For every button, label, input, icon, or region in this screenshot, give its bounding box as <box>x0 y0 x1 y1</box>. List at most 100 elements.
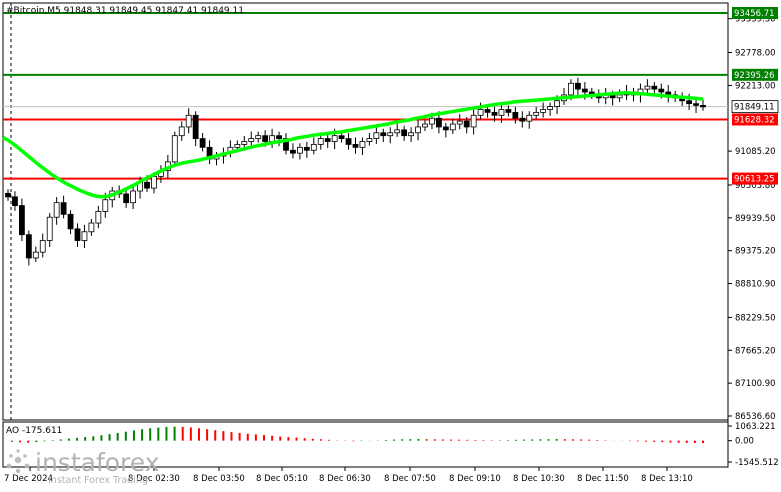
candle-body <box>345 138 352 145</box>
candle-body <box>303 146 310 151</box>
level-label-box <box>732 68 778 81</box>
candle-body <box>324 138 331 142</box>
candle-body <box>338 135 345 139</box>
time-tick-label: 8 Dec 02:30 <box>128 474 180 484</box>
candle-body <box>67 213 74 230</box>
candle-body <box>435 117 442 128</box>
indicator-tick-label: -1545.512 <box>735 458 779 468</box>
candle-body <box>422 123 428 128</box>
candle-body <box>484 109 491 113</box>
candle-body <box>547 106 553 110</box>
indicator-label: AO -175.611 <box>6 426 62 436</box>
instaforex-logo: instaforex Instant Forex Trading <box>6 448 160 486</box>
candle-body <box>18 205 25 236</box>
candle-body <box>192 114 199 139</box>
candle-body <box>700 105 706 108</box>
candle-body <box>60 202 67 215</box>
time-tick-label: 8 Dec 03:50 <box>193 474 245 484</box>
indicator-axis-labels: 1063.221 0.00 -1545.512 <box>728 422 779 468</box>
candle-body <box>25 234 32 259</box>
time-axis-labels: 7 Dec 2024 8 Dec 02:30 8 Dec 03:50 8 Dec 05… <box>4 467 693 484</box>
price-tick-label: 90503.80 <box>735 181 776 191</box>
candle-body <box>533 111 540 116</box>
candle-body <box>470 114 477 128</box>
candle-body <box>429 117 435 125</box>
time-tick-label: 8 Dec 07:50 <box>384 474 436 484</box>
candles <box>5 77 706 266</box>
candle-body <box>74 228 81 241</box>
time-tick-label: 8 Dec 09:10 <box>449 474 501 484</box>
candle-body <box>540 109 547 113</box>
candle-body <box>442 126 449 131</box>
candle-body <box>241 141 248 145</box>
candle-body <box>151 176 157 189</box>
candle-body <box>53 202 60 218</box>
candle-body <box>352 144 359 148</box>
level-label: 93456.71 <box>734 9 775 19</box>
candle-body <box>651 85 658 90</box>
candle-body <box>456 120 463 125</box>
level-label-box <box>732 113 778 126</box>
candle-body <box>359 141 366 148</box>
price-tick-label: 92213.00 <box>735 81 776 91</box>
candle-body <box>616 94 623 99</box>
candle-body <box>408 132 415 137</box>
candle-body <box>269 135 276 142</box>
price-tick-label: 86536.60 <box>735 412 776 422</box>
candle-body <box>331 135 338 142</box>
indicator-tick-label: 1063.221 <box>735 422 776 432</box>
candle-body <box>505 109 512 113</box>
candle-body <box>171 135 178 163</box>
candle-body <box>95 210 102 224</box>
watermark-tagline: Instant Forex Trading <box>48 475 148 486</box>
candle-body <box>12 196 18 206</box>
candle-body <box>199 138 206 148</box>
candle-body <box>387 132 394 137</box>
candle-body <box>693 103 699 106</box>
candle-body <box>32 251 39 259</box>
candle-body <box>144 181 150 189</box>
price-tick-label: 88229.50 <box>735 313 776 323</box>
candle-body <box>491 111 498 116</box>
ma-line <box>2 90 704 199</box>
current-price-box <box>731 100 779 114</box>
awesome-oscillator <box>11 426 704 444</box>
time-tick-label: 8 Dec 05:10 <box>256 474 308 484</box>
symbol-info: #Bitcoin,M5 91848.31 91849.45 91847.41 9… <box>6 6 244 16</box>
candle-body <box>568 82 574 96</box>
candle-body <box>248 138 255 142</box>
candle-body <box>498 109 505 116</box>
time-tick-label: 8 Dec 13:10 <box>641 474 693 484</box>
candle-body <box>102 199 109 212</box>
candle-body <box>449 123 456 131</box>
price-tick-label: 88810.90 <box>735 280 776 290</box>
candle-body <box>526 114 533 122</box>
candle-body <box>373 132 380 139</box>
time-tick-label: 7 Dec 2024 <box>4 474 53 484</box>
candle-body <box>255 135 262 139</box>
price-tick-label: 91085.20 <box>735 147 776 157</box>
candle-body <box>262 135 269 142</box>
price-tick-label: 92778.00 <box>735 49 776 59</box>
candle-body <box>276 135 282 139</box>
candle-body <box>477 109 484 116</box>
candle-body <box>178 126 185 137</box>
candle-body <box>310 144 317 151</box>
level-label-box <box>732 172 778 185</box>
candle-body <box>130 190 137 204</box>
price-tick-label: 87100.90 <box>735 379 776 389</box>
candle-body <box>46 216 53 241</box>
price-tick-label: 89939.50 <box>735 214 776 224</box>
price-axis-labels: 93359.30 92778.00 92213.00 91085.20 90503.80… <box>728 15 776 422</box>
candle-body <box>644 85 651 90</box>
time-tick-label: 8 Dec 11:50 <box>577 474 629 484</box>
candle-body <box>290 149 296 154</box>
level-labels: 93456.71 92395.26 91628.32 90613.25 91849.11 <box>731 7 779 185</box>
candle-body <box>39 240 46 253</box>
time-tick-label: 8 Dec 10:30 <box>513 474 565 484</box>
candle-body <box>296 146 303 154</box>
candle-body <box>283 138 289 151</box>
